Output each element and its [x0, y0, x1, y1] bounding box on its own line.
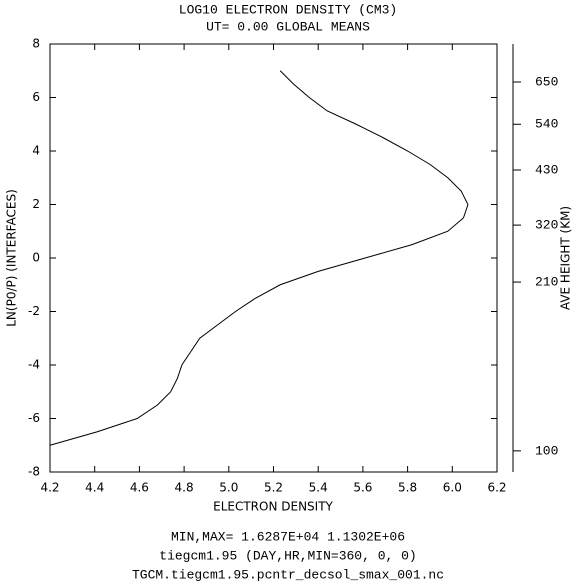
x-tick-label: 5.2 [264, 481, 283, 495]
y2-axis-label: AVE HEIGHT (KM) [559, 206, 573, 310]
x-tick-label: 6.2 [487, 481, 506, 495]
footer-line: MIN,MAX= 1.6287E+04 1.1302E+06 [171, 529, 405, 544]
y-tick-label: -4 [28, 358, 40, 372]
y-tick-label: 0 [32, 251, 40, 265]
x-tick-label: 4.6 [130, 481, 149, 495]
chart-title: LOG10 ELECTRON DENSITY (CM3) [179, 2, 397, 17]
y-tick-label: -2 [28, 304, 40, 318]
plot-frame [49, 43, 498, 473]
y-axis-label: LN(P0/P) (INTERFACES) [5, 189, 19, 327]
y-tick-label: -6 [28, 411, 40, 425]
x-axis-label: ELECTRON DENSITY [213, 500, 333, 514]
x-tick-label: 6.0 [443, 481, 462, 495]
y-tick-label: 6 [32, 90, 40, 104]
y-tick-label: 4 [32, 144, 40, 158]
chart-subtitle: UT= 0.00 GLOBAL MEANS [206, 19, 370, 34]
x-tick-label: 4.8 [175, 481, 194, 495]
y2-tick-label: 210 [535, 275, 558, 290]
x-tick-label: 5.4 [309, 481, 328, 495]
y2-tick-label: 540 [535, 117, 558, 132]
y2-tick-label: 430 [535, 162, 558, 177]
y-tick-label: 2 [32, 197, 40, 211]
y2-tick-label: 320 [535, 218, 558, 233]
y-tick-label: 8 [32, 37, 40, 51]
y2-tick-label: 100 [535, 443, 558, 458]
y2-tick-label: 650 [535, 74, 558, 89]
footer-line: tiegcm1.95 (DAY,HR,MIN=360, 0, 0) [159, 548, 416, 563]
data-line [49, 70, 469, 446]
x-tick-label: 5.6 [353, 481, 372, 495]
y-tick-label: -8 [28, 465, 40, 479]
x-tick-label: 4.2 [40, 481, 59, 495]
x-tick-label: 4.4 [85, 481, 104, 495]
footer-line: TGCM.tiegcm1.95.pcntr_decsol_smax_001.nc [132, 567, 444, 582]
x-tick-label: 5.8 [398, 481, 417, 495]
x-tick-label: 5.0 [219, 481, 238, 495]
